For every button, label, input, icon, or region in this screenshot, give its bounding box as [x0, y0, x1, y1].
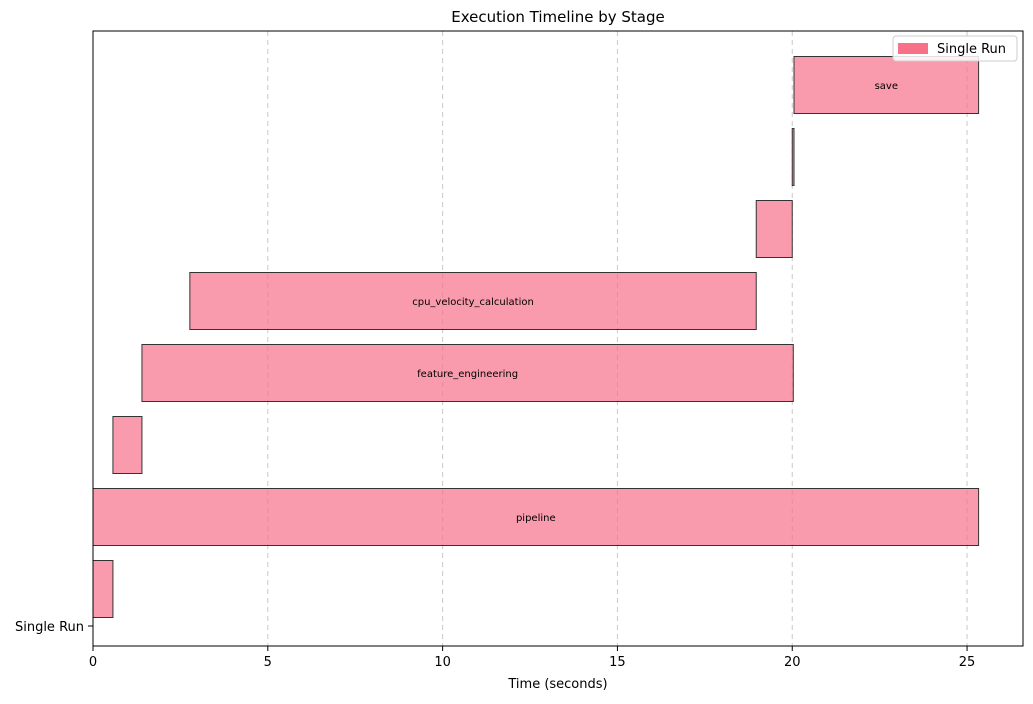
- bar-label: save: [875, 81, 898, 92]
- chart-title: Execution Timeline by Stage: [451, 8, 664, 26]
- bar-label: pipeline: [516, 513, 556, 524]
- x-tick-label: 20: [784, 655, 801, 670]
- legend-swatch: [898, 43, 928, 54]
- x-axis-ticks: 0 5 10 15 20 25: [89, 646, 975, 670]
- x-tick-label: 25: [959, 655, 976, 670]
- bar-labels-group: pipeline feature_engineering cpu_velocity_…: [412, 81, 898, 524]
- bar-label: cpu_velocity_calculation: [412, 297, 534, 308]
- x-tick-label: 15: [609, 655, 626, 670]
- timeline-bar: [793, 56, 980, 114]
- timeline-bar: [92, 560, 114, 618]
- x-tick-label: 10: [434, 655, 451, 670]
- timeline-bar: [112, 416, 143, 474]
- x-axis-label: Time (seconds): [507, 677, 607, 692]
- timeline-bar: [791, 128, 795, 186]
- bars-group: [92, 56, 980, 618]
- plot-frame: [92, 30, 1024, 647]
- legend-label: Single Run: [937, 42, 1006, 57]
- timeline-bar: [189, 272, 757, 330]
- y-axis-ticks: Single Run: [15, 620, 93, 635]
- timeline-bar: [755, 200, 793, 258]
- legend: Single Run: [892, 35, 1018, 62]
- bar-label: feature_engineering: [417, 369, 518, 380]
- x-tick-label: 0: [89, 655, 97, 670]
- x-tick-label: 5: [264, 655, 272, 670]
- timeline-bar: [141, 344, 794, 402]
- y-tick-label: Single Run: [15, 620, 84, 635]
- timeline-bar: [92, 488, 980, 546]
- legend-box: [892, 35, 1018, 62]
- x-gridlines: [92, 31, 968, 646]
